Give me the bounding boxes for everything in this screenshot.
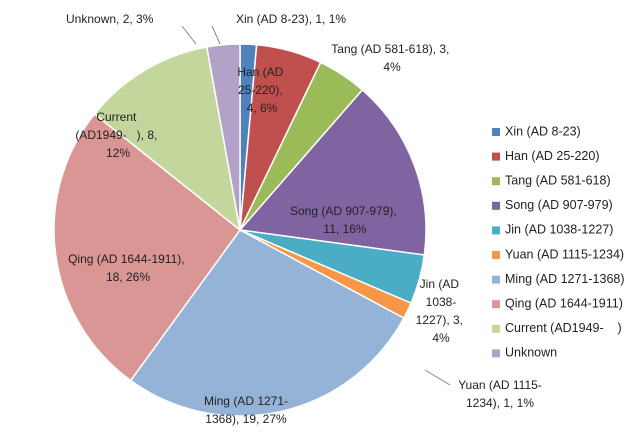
- data-label: Current (AD1949- ), 8, 12%: [75, 110, 160, 160]
- data-label: Ming (AD 1271-1368), 19, 27%: [204, 394, 288, 426]
- legend-swatch: [492, 300, 500, 309]
- legend-label: Yuan (AD 1115-1234): [505, 247, 624, 261]
- data-label: Han (AD 25-220), 4, 6%: [237, 65, 286, 115]
- pie-slice: [93, 46, 242, 232]
- legend-swatch: [492, 152, 500, 161]
- legend-label: Unknown: [505, 346, 557, 360]
- legend-label: Xin (AD 8-23): [505, 124, 581, 138]
- legend-label: Han (AD 25-220): [505, 149, 600, 163]
- pie-slice: [53, 112, 242, 382]
- legend-swatch: [492, 226, 500, 235]
- pie-slice: [238, 88, 427, 256]
- legend-swatch: [492, 251, 500, 259]
- data-label: Unknown, 2, 3%: [66, 12, 154, 26]
- legend-swatch: [492, 324, 500, 333]
- legend-swatch: [492, 201, 500, 210]
- legend-label: Song (AD 907-979): [505, 198, 613, 212]
- data-label: Xin (AD 8-23), 1, 1%: [236, 12, 346, 26]
- legend-swatch: [492, 177, 500, 186]
- data-label: Jin (AD 1038-1227), 3, 4%: [416, 277, 467, 345]
- leader-line: [181, 25, 197, 45]
- data-label: Song (AD 907-979), 11, 16%: [290, 204, 400, 236]
- pie-slice: [129, 229, 405, 417]
- legend-swatch: [492, 349, 500, 358]
- legend: Xin (AD 8-23) Han (AD 25-220) Tang (AD 581…: [492, 124, 625, 360]
- leader-line: [424, 369, 451, 386]
- pie-slice: [205, 43, 241, 231]
- data-label: Yuan (AD 1115-1234), 1, 1%: [458, 378, 542, 410]
- data-label: Qing (AD 1644-1911), 18, 26%: [68, 252, 188, 284]
- legend-swatch: [492, 128, 500, 136]
- data-label: Tang (AD 581-618), 3, 4%: [331, 42, 452, 74]
- legend-label: Current (AD1949- ): [505, 321, 622, 335]
- legend-label: Qing (AD 1644-1911): [505, 296, 623, 310]
- legend-swatch: [492, 275, 500, 284]
- leader-line: [211, 25, 221, 45]
- legend-label: Ming (AD 1271-1368): [505, 272, 625, 286]
- legend-label: Tang (AD 581-618): [505, 173, 611, 187]
- legend-label: Jin (AD 1038-1227): [505, 223, 613, 237]
